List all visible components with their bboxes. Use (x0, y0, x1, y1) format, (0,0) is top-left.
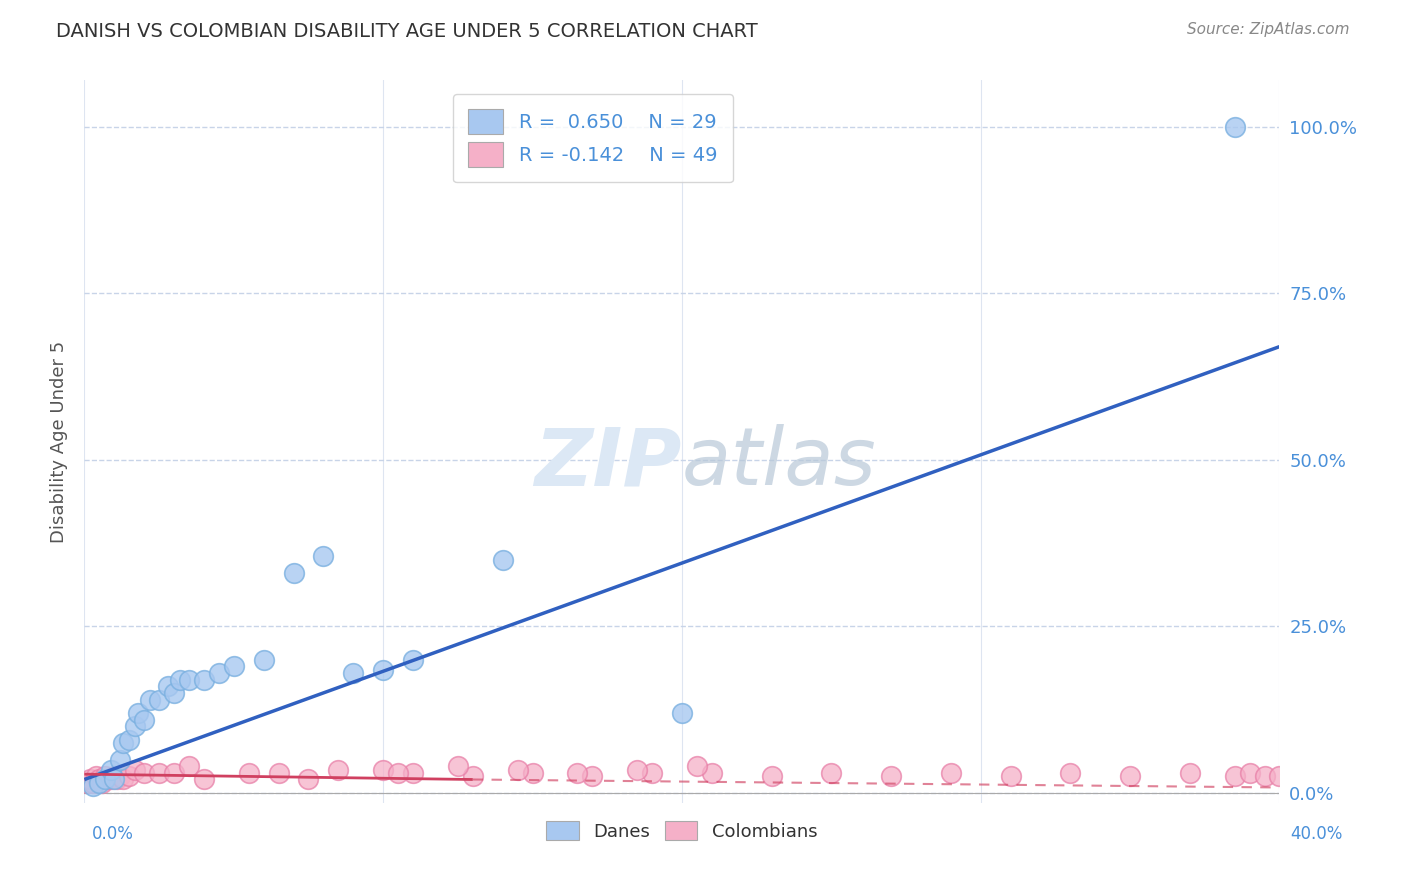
Point (177, 759, 200, 773)
Point (148, 692, 170, 706)
Point (506, 763, 529, 777)
Point (208, 665, 231, 680)
Point (103, 772, 125, 787)
Point (105, 772, 128, 787)
Point (97, 772, 120, 787)
Point (91, 776, 114, 790)
Point (127, 706, 149, 720)
Point (1268, 769, 1291, 783)
Point (312, 549, 335, 564)
Point (387, 765, 409, 780)
Point (193, 673, 215, 687)
Point (686, 759, 709, 773)
Point (118, 769, 141, 783)
Point (342, 665, 364, 680)
Point (492, 553, 515, 567)
Point (1239, 765, 1261, 780)
Point (328, 763, 350, 777)
Text: atlas: atlas (682, 425, 877, 502)
Point (641, 765, 664, 780)
Text: DANISH VS COLOMBIAN DISABILITY AGE UNDER 5 CORRELATION CHART: DANISH VS COLOMBIAN DISABILITY AGE UNDER… (56, 22, 758, 41)
Point (253, 652, 276, 666)
Point (139, 692, 162, 706)
Point (1059, 765, 1081, 780)
Point (89, 776, 111, 790)
Point (89, 772, 111, 787)
Point (1000, 769, 1022, 783)
Point (82, 779, 104, 793)
Point (461, 769, 484, 783)
Point (402, 765, 425, 780)
Point (112, 772, 135, 787)
Point (124, 763, 146, 777)
Point (297, 772, 319, 787)
Point (94, 769, 117, 783)
Point (671, 706, 693, 720)
Point (373, 763, 395, 777)
Point (163, 765, 186, 780)
Point (567, 765, 589, 780)
Point (222, 659, 245, 673)
Point (1119, 769, 1142, 783)
Point (1223, 120, 1246, 134)
Point (94, 772, 117, 787)
Point (112, 736, 135, 750)
Point (373, 663, 395, 677)
Point (100, 763, 122, 777)
Point (820, 765, 842, 780)
Point (402, 652, 425, 666)
Point (267, 765, 290, 780)
Point (1223, 769, 1246, 783)
Point (1178, 765, 1201, 780)
Point (939, 765, 962, 780)
Point (522, 765, 544, 780)
Point (163, 686, 186, 700)
Point (761, 769, 783, 783)
Point (177, 673, 200, 687)
Point (86, 769, 108, 783)
Point (581, 769, 603, 783)
Text: 0.0%: 0.0% (91, 825, 134, 843)
Point (700, 765, 723, 780)
Legend: Danes, Colombians: Danes, Colombians (540, 814, 824, 848)
Point (110, 769, 132, 783)
Point (79, 772, 101, 787)
Point (76, 776, 98, 790)
Point (283, 566, 305, 580)
Point (132, 765, 156, 780)
Point (626, 763, 648, 777)
Point (157, 679, 180, 693)
Point (238, 765, 260, 780)
Point (124, 719, 146, 733)
Point (148, 765, 170, 780)
Point (880, 769, 903, 783)
Point (100, 772, 122, 787)
Text: Source: ZipAtlas.com: Source: ZipAtlas.com (1187, 22, 1350, 37)
Y-axis label: Disability Age Under 5: Disability Age Under 5 (49, 341, 67, 542)
Text: ZIP: ZIP (534, 425, 682, 502)
Point (118, 732, 141, 747)
Point (103, 769, 125, 783)
Point (193, 772, 215, 787)
Point (169, 673, 191, 687)
Point (1253, 769, 1275, 783)
Point (82, 776, 104, 790)
Point (132, 713, 156, 727)
Point (447, 759, 470, 773)
Text: 40.0%: 40.0% (1291, 825, 1343, 843)
Point (110, 752, 132, 766)
